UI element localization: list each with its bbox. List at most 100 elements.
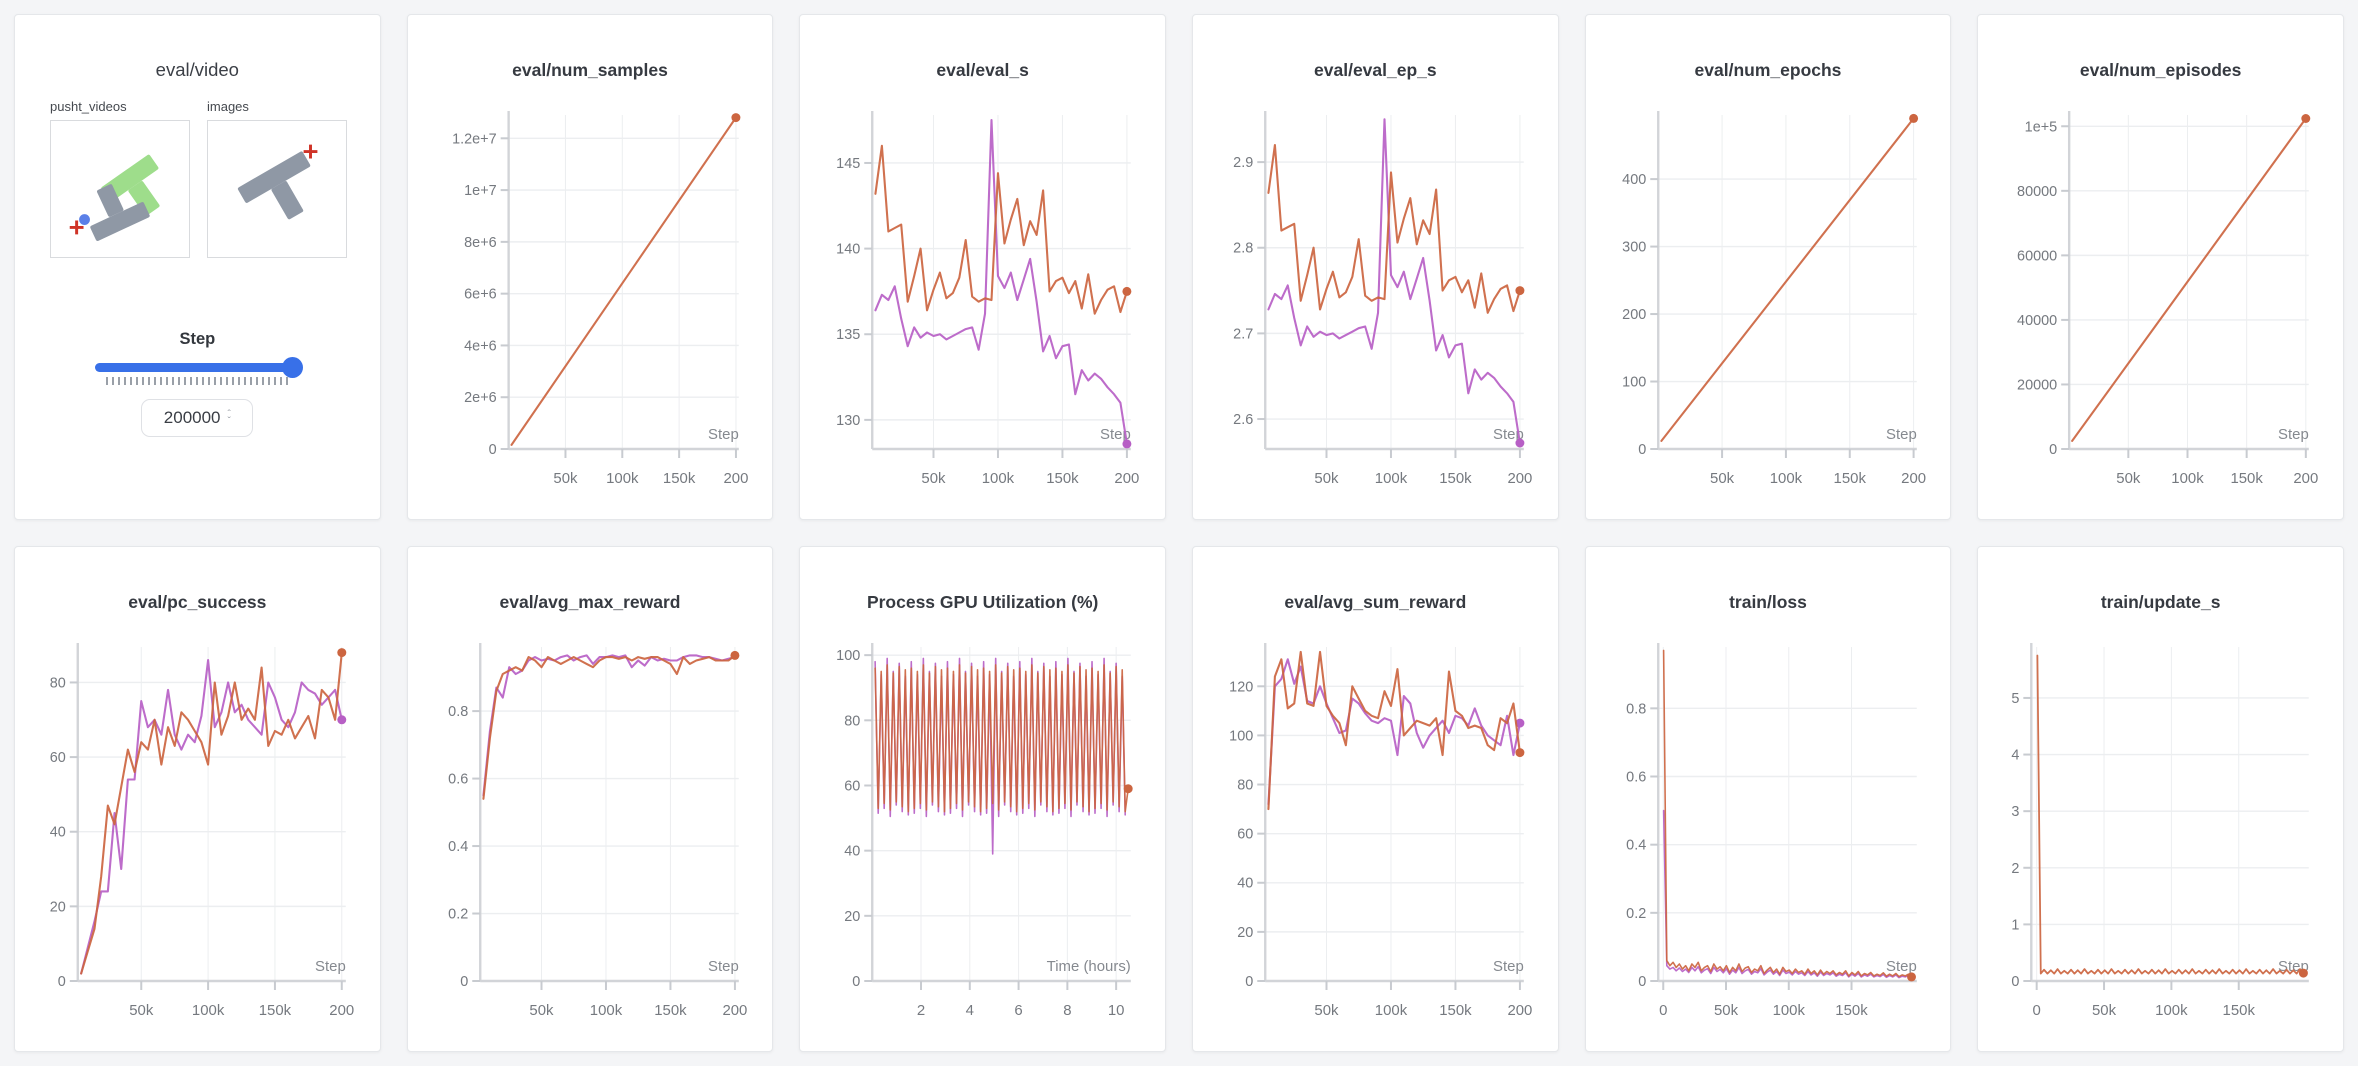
svg-text:135: 135	[837, 327, 861, 343]
svg-text:Step: Step	[315, 958, 346, 975]
svg-text:100k: 100k	[2172, 470, 2205, 487]
svg-text:Step: Step	[708, 426, 739, 443]
svg-text:2: 2	[2012, 861, 2020, 877]
svg-text:150k: 150k	[2231, 470, 2264, 487]
line-chart-train-loss[interactable]: 0 50k 100k 150k 0 0.2 0.4 0.6 0.8 Step	[1586, 621, 1951, 1046]
chart-panel-gpu-utilization: Process GPU Utilization (%) 2 4 6 8 10 0 20 40 6…	[799, 546, 1166, 1052]
svg-text:50k: 50k	[1710, 470, 1735, 487]
chart-panel-eval-eval-ep-s: eval/eval_ep_s 50k 100k 150k 200 2.6 2.7 2.8 2.…	[1191, 14, 1559, 520]
svg-text:80: 80	[845, 713, 861, 729]
svg-text:1.2e+7: 1.2e+7	[452, 131, 497, 147]
goal-cross	[69, 220, 84, 235]
svg-text:2e+6: 2e+6	[464, 390, 497, 406]
svg-text:50k: 50k	[2117, 470, 2142, 487]
svg-text:130: 130	[837, 413, 861, 429]
stepper-down-icon[interactable]: ˇ	[227, 416, 231, 427]
svg-text:Step: Step	[2278, 426, 2309, 443]
svg-text:0: 0	[58, 974, 66, 990]
line-chart-eval-num-episodes[interactable]: 50k 100k 150k 200 0 20000 40000 60000 80000 1e+5 S…	[1978, 89, 2343, 514]
svg-text:100k: 100k	[589, 1002, 622, 1019]
svg-text:40000: 40000	[2017, 313, 2057, 329]
svg-text:0.4: 0.4	[448, 839, 468, 855]
svg-text:200: 200	[1622, 307, 1646, 323]
svg-text:200: 200	[1507, 470, 1532, 487]
svg-text:50k: 50k	[553, 470, 578, 487]
chart-panel-eval-eval-s: eval/eval_s 50k 100k 150k 200 130 135 140 145 St…	[799, 14, 1166, 520]
svg-text:5: 5	[2012, 691, 2020, 707]
chart-title: Process GPU Utilization (%)	[866, 592, 1099, 612]
svg-text:60: 60	[1237, 827, 1253, 843]
svg-text:150k: 150k	[663, 470, 696, 487]
svg-text:145: 145	[837, 156, 861, 172]
line-chart-eval-avg-sum-reward[interactable]: 50k 100k 150k 200 0 20 40 60 80 100 120 Step	[1193, 621, 1558, 1046]
step-input-value: 200000	[163, 408, 221, 427]
chart-title: eval/eval_s	[936, 60, 1029, 80]
images-thumbnail[interactable]	[207, 120, 347, 258]
svg-text:0.6: 0.6	[448, 772, 468, 788]
svg-text:0: 0	[2012, 974, 2020, 990]
svg-text:0: 0	[1659, 1002, 1667, 1019]
svg-text:200: 200	[1901, 470, 1926, 487]
svg-text:140: 140	[837, 242, 861, 258]
svg-text:4e+6: 4e+6	[464, 338, 497, 354]
svg-text:200: 200	[723, 470, 748, 487]
svg-text:150k: 150k	[259, 1002, 292, 1019]
chart-panel-eval-num-samples: eval/num_samples 50k 100k 150k 200 0 2e+6 4e+6…	[406, 14, 774, 520]
step-slider[interactable]	[95, 357, 304, 378]
chart-title: eval/avg_sum_reward	[1284, 592, 1467, 612]
svg-text:50k: 50k	[1714, 1002, 1739, 1019]
chart-panel-eval-pc-success: eval/pc_success 50k 100k 150k 200 0 20 40 60 80 S…	[14, 546, 381, 1052]
line-chart-eval-eval-ep-s[interactable]: 50k 100k 150k 200 2.6 2.7 2.8 2.9 Step	[1193, 89, 1558, 514]
line-chart-eval-eval-s[interactable]: 50k 100k 150k 200 130 135 140 145 Step	[800, 89, 1165, 514]
chart-title: eval/num_samples	[512, 60, 668, 80]
line-chart-eval-num-samples[interactable]: 50k 100k 150k 200 0 2e+6 4e+6 6e+6 8e+6 1e+7 1.2e+…	[408, 89, 773, 514]
svg-text:50k: 50k	[2092, 1002, 2117, 1019]
svg-text:2.8: 2.8	[1233, 241, 1253, 257]
chart-panel-eval-avg-sum-reward: eval/avg_sum_reward 50k 100k 150k 200 0 20 40 6…	[1191, 546, 1559, 1052]
svg-text:40: 40	[845, 844, 861, 860]
svg-text:8e+6: 8e+6	[464, 235, 497, 251]
svg-text:4: 4	[966, 1002, 974, 1019]
svg-text:50k: 50k	[129, 1002, 154, 1019]
slider-thumb[interactable]	[282, 357, 304, 378]
svg-text:200: 200	[329, 1002, 354, 1019]
svg-text:0.2: 0.2	[1626, 906, 1646, 922]
goal-cross	[303, 144, 318, 159]
svg-text:1: 1	[2012, 917, 2020, 933]
svg-text:3: 3	[2012, 804, 2020, 820]
pusht-scene-image	[69, 154, 160, 241]
svg-text:100k: 100k	[606, 470, 639, 487]
svg-text:200: 200	[722, 1002, 747, 1019]
svg-text:Step: Step	[1886, 958, 1917, 975]
line-chart-eval-num-epochs[interactable]: 50k 100k 150k 200 0 100 200 300 400 Step	[1586, 89, 1951, 514]
chart-title: train/loss	[1729, 592, 1807, 612]
svg-text:100k: 100k	[1375, 1002, 1408, 1019]
svg-text:Step: Step	[1493, 426, 1524, 443]
svg-text:0: 0	[853, 974, 861, 990]
svg-text:150k: 150k	[1833, 470, 1866, 487]
svg-text:6: 6	[1015, 1002, 1023, 1019]
svg-text:100k: 100k	[1772, 1002, 1805, 1019]
svg-text:20: 20	[845, 909, 861, 925]
svg-text:2: 2	[917, 1002, 925, 1019]
svg-text:60: 60	[50, 750, 66, 766]
pusht-video-thumbnail[interactable]	[50, 120, 190, 258]
svg-text:50k: 50k	[922, 470, 947, 487]
svg-text:200: 200	[1115, 470, 1140, 487]
media-thumb-pusht-videos: pusht_videos	[50, 99, 190, 258]
stepper-up-icon[interactable]: ˆ	[227, 409, 231, 420]
svg-text:60: 60	[845, 778, 861, 794]
line-chart-eval-avg-max-reward[interactable]: 50k 100k 150k 200 0 0.2 0.4 0.6 0.8 Step	[408, 621, 773, 1046]
line-chart-eval-pc-success[interactable]: 50k 100k 150k 200 0 20 40 60 80 Step	[15, 621, 380, 1046]
svg-text:100: 100	[1229, 728, 1253, 744]
chart-panel-train-loss: train/loss 0 50k 100k 150k 0 0.2 0.4 0.6 0.8 Step	[1584, 546, 1952, 1052]
svg-text:20: 20	[1237, 925, 1253, 941]
chart-panel-train-update-s: train/update_s 0 50k 100k 150k 0 1 2 3 4 5 Step	[1977, 546, 2344, 1052]
svg-text:50k: 50k	[1314, 1002, 1339, 1019]
svg-text:6e+6: 6e+6	[464, 287, 497, 303]
